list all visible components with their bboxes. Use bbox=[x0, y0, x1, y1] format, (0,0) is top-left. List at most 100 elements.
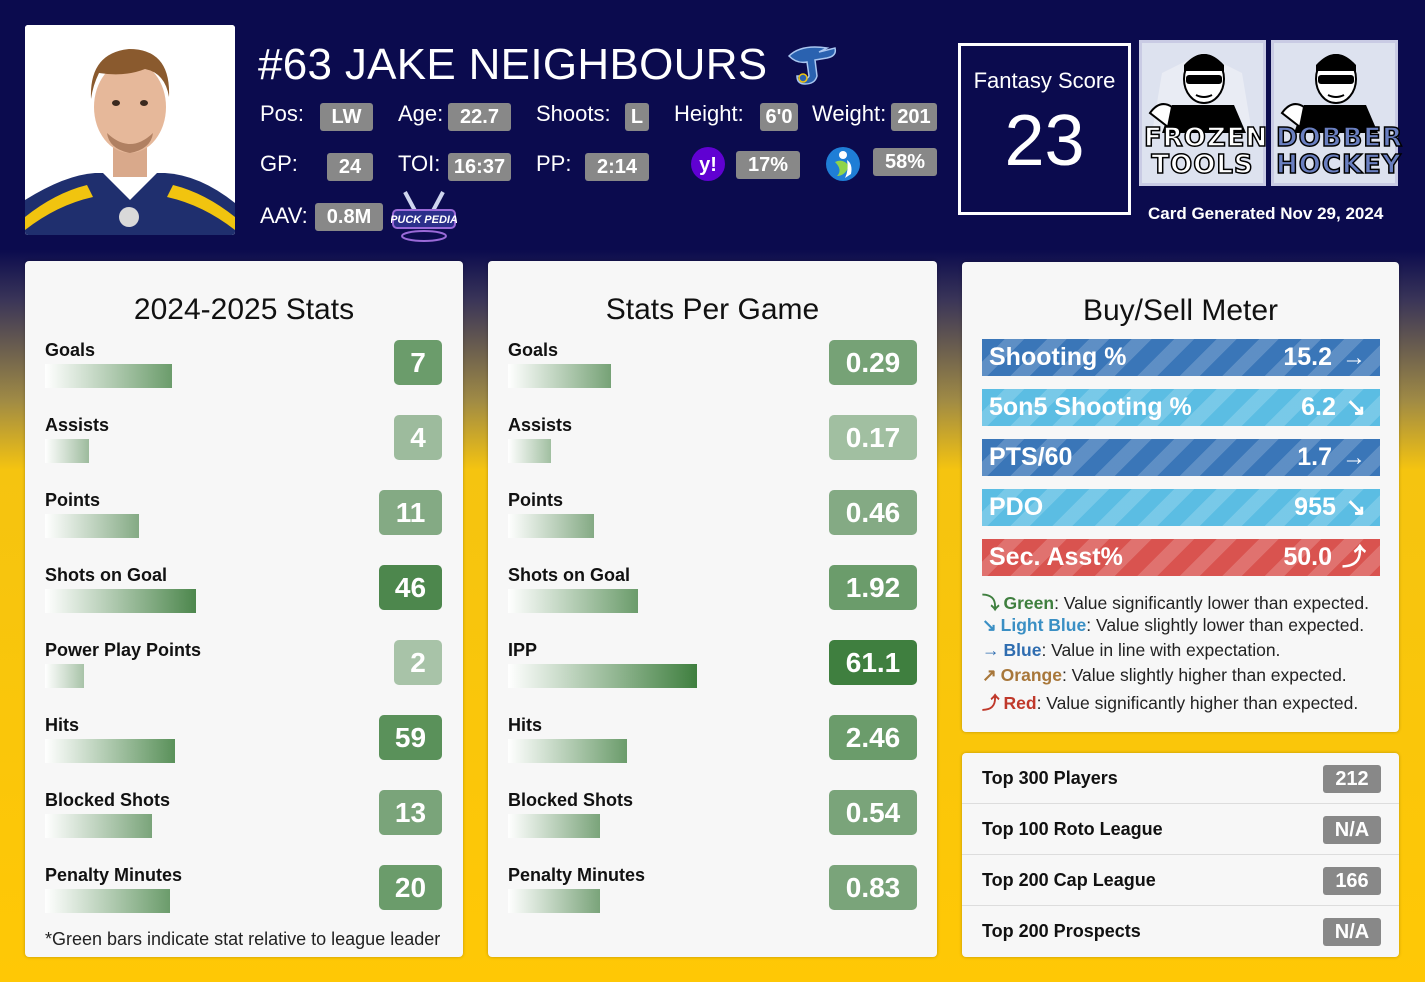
trend-arrow-icon: → bbox=[1342, 344, 1366, 371]
buy-sell-panel: Buy/Sell Meter Shooting % 15.2 → 5on5 Shoot… bbox=[962, 262, 1399, 732]
trend-arrow-icon: ↘ bbox=[1345, 494, 1366, 521]
per-game-title: Stats Per Game bbox=[605, 293, 820, 326]
stat-value: 59 bbox=[379, 715, 442, 760]
aav-value: 0.8M bbox=[315, 203, 383, 231]
trend-arrow-icon: ↘ bbox=[1345, 394, 1366, 421]
stat-bar bbox=[45, 814, 152, 838]
meter-value: 15.2 bbox=[1283, 343, 1332, 371]
aav-label: AAV: bbox=[260, 203, 308, 228]
stat-value: 2 bbox=[394, 640, 442, 685]
stat-value: 46 bbox=[379, 565, 442, 610]
toi-label: TOI: bbox=[398, 151, 441, 176]
stat-label: Power Play Points bbox=[45, 640, 202, 660]
ranking-row: Top 100 Roto League N/A bbox=[962, 804, 1399, 855]
ranking-label: Top 200 Prospects bbox=[982, 921, 1141, 941]
stat-label: Shots on Goal bbox=[508, 565, 631, 585]
shoots-label: Shoots: bbox=[536, 101, 611, 126]
fantasy-score-box: Fantasy Score 23 bbox=[958, 43, 1131, 215]
stat-bar bbox=[45, 364, 172, 388]
ranking-label: Top 300 Players bbox=[982, 768, 1118, 788]
shoots-value: L bbox=[625, 103, 649, 131]
espn-icon bbox=[825, 146, 861, 187]
season-stats-panel: 2024-2025 Stats Goals 7 Assists 4 Points 11 Sh… bbox=[25, 261, 463, 957]
stat-value: 0.46 bbox=[829, 490, 917, 535]
espn-rostered-value: 58% bbox=[873, 148, 937, 176]
per-game-panel: Stats Per Game Goals 0.29 Assists 0.17 Point… bbox=[488, 261, 937, 957]
stat-label: Points bbox=[508, 490, 564, 510]
legend-item: ⤴ Red: Value significantly higher than ex… bbox=[982, 690, 1358, 715]
stat-label: Goals bbox=[508, 340, 559, 360]
stat-label: Hits bbox=[45, 715, 80, 735]
ranking-row: Top 300 Players 212 bbox=[962, 753, 1399, 804]
height-value: 6'0 bbox=[760, 103, 798, 131]
fantasy-score-value: 23 bbox=[1004, 101, 1085, 181]
legend-text: : Value slightly higher than expected. bbox=[1061, 665, 1347, 685]
meter-value-group: 50.0 ⤴ bbox=[1283, 539, 1366, 576]
legend-item: → Blue: Value in line with expectation. bbox=[982, 640, 1280, 661]
legend-arrow-icon: ↗ bbox=[982, 665, 997, 685]
gp-value: 24 bbox=[327, 153, 373, 181]
legend-text: : Value significantly lower than expecte… bbox=[1054, 593, 1369, 613]
stat-bar bbox=[45, 739, 175, 763]
stat-label: Assists bbox=[45, 415, 110, 435]
ranking-value: N/A bbox=[1323, 918, 1381, 946]
player-header: #63 JAKE NEIGHBOURS Pos: LW Age: 22.7 Sh… bbox=[0, 0, 1425, 250]
legend-item: ↘ Light Blue: Value slightly lower than e… bbox=[982, 615, 1364, 636]
meter-label: Sec. Asst% bbox=[989, 543, 1123, 571]
trend-arrow-icon: ⤴ bbox=[1342, 544, 1366, 571]
stat-bar bbox=[45, 889, 170, 913]
legend-text: : Value slightly lower than expected. bbox=[1086, 615, 1365, 635]
stat-value: 11 bbox=[379, 490, 442, 535]
stat-value: 0.29 bbox=[829, 340, 917, 385]
age-value: 22.7 bbox=[448, 103, 511, 131]
pos-value: LW bbox=[320, 103, 373, 131]
stat-bar bbox=[508, 664, 697, 688]
stat-bar bbox=[508, 439, 551, 463]
player-photo bbox=[25, 25, 235, 235]
age-label: Age: bbox=[398, 101, 444, 126]
pp-value: 2:14 bbox=[585, 153, 649, 181]
stat-label: Blocked Shots bbox=[508, 790, 634, 810]
legend-item: ↗ Orange: Value slightly higher than expe… bbox=[982, 665, 1347, 686]
legend-name: Orange bbox=[1000, 665, 1062, 685]
meter-value: 1.7 bbox=[1297, 443, 1332, 471]
meter-value: 50.0 bbox=[1283, 543, 1332, 571]
legend-name: Red bbox=[1003, 693, 1037, 713]
buy-sell-meter-red: Sec. Asst% 50.0 ⤴ bbox=[982, 539, 1380, 576]
player-name: #63 JAKE NEIGHBOURS bbox=[258, 40, 768, 89]
legend-item: ⤵ Green: Value significantly lower than e… bbox=[982, 590, 1369, 615]
bars-footnote: *Green bars indicate stat relative to le… bbox=[45, 929, 441, 949]
legend-name: Blue bbox=[1003, 640, 1042, 660]
frozen-tools-logo[interactable]: FROZEN TOOLS bbox=[1139, 40, 1268, 186]
stat-label: Shots on Goal bbox=[45, 565, 168, 585]
stat-bar bbox=[45, 439, 89, 463]
ranking-label: Top 100 Roto League bbox=[982, 819, 1163, 839]
ranking-label: Top 200 Cap League bbox=[982, 870, 1156, 890]
stat-label: Penalty Minutes bbox=[508, 865, 646, 885]
dobber-hockey-text: DOBBER HOCKEY bbox=[1275, 123, 1404, 180]
legend-arrow-icon: ↘ bbox=[982, 615, 997, 635]
stat-bar bbox=[508, 739, 627, 763]
buy-sell-meter-light-blue: PDO 955 ↘ bbox=[982, 489, 1380, 526]
meter-value-group: 15.2 → bbox=[1283, 339, 1366, 376]
trend-arrow-icon: → bbox=[1342, 444, 1366, 471]
team-logo-icon bbox=[787, 42, 839, 91]
stat-label: Assists bbox=[508, 415, 573, 435]
ranking-value: 166 bbox=[1323, 867, 1381, 895]
yahoo-icon: y! bbox=[690, 146, 726, 187]
stat-label: Points bbox=[45, 490, 101, 510]
pp-label: PP: bbox=[536, 151, 572, 176]
dobber-hockey-logo[interactable]: DOBBER HOCKEY bbox=[1271, 40, 1404, 186]
ranking-value: N/A bbox=[1323, 816, 1381, 844]
meter-value-group: 955 ↘ bbox=[1294, 489, 1366, 526]
gp-label: GP: bbox=[260, 151, 298, 176]
stat-label: Blocked Shots bbox=[45, 790, 171, 810]
legend-arrow-icon: → bbox=[982, 640, 1000, 660]
card-generated-date: Card Generated Nov 29, 2024 bbox=[1148, 204, 1384, 223]
legend-name: Light Blue bbox=[1000, 615, 1087, 635]
stat-value: 13 bbox=[379, 790, 442, 835]
ranking-row: Top 200 Prospects N/A bbox=[962, 906, 1399, 957]
stat-value: 7 bbox=[394, 340, 442, 385]
puckpedia-logo: PUCK PEDIA bbox=[390, 188, 458, 246]
meter-value-group: 6.2 ↘ bbox=[1301, 389, 1366, 426]
